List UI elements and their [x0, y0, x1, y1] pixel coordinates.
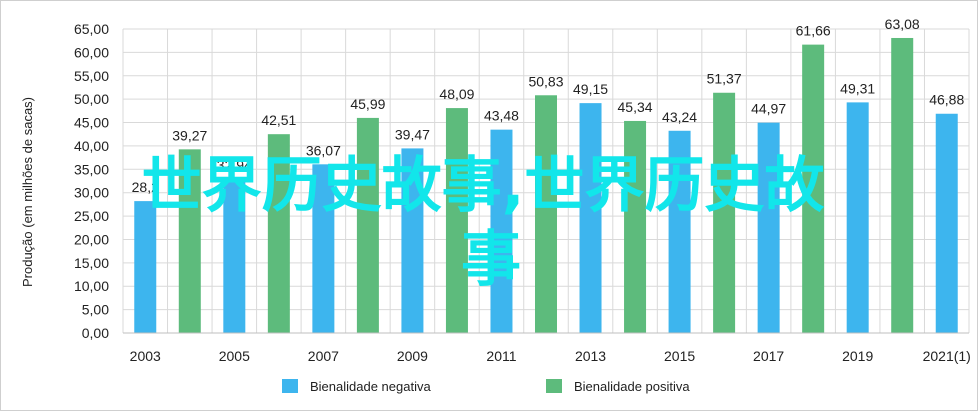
y-tick-label: 45,00 — [74, 115, 109, 131]
data-label: 46,88 — [929, 92, 964, 108]
bar — [935, 113, 958, 333]
legend-label: Bienalidade positiva — [574, 379, 690, 394]
data-label: 49,31 — [840, 80, 875, 96]
bar — [445, 108, 468, 334]
bar — [802, 44, 825, 334]
watermark-line-1: 世界历史故事,世界历史故 — [142, 151, 825, 221]
bar — [223, 178, 246, 333]
bar — [356, 117, 379, 333]
y-tick-label: 60,00 — [74, 44, 109, 60]
bar — [891, 37, 914, 334]
bar — [757, 122, 780, 333]
y-tick-label: 0,00 — [82, 325, 109, 341]
x-tick-label: 2011 — [486, 348, 516, 364]
data-label: 42,51 — [261, 112, 296, 128]
x-tick-label: 2021(1) — [923, 348, 971, 364]
x-tick-label: 2019 — [842, 348, 873, 364]
x-tick-label: 2003 — [130, 348, 161, 364]
data-label: 28,2 — [132, 179, 159, 195]
y-axis-title: Produção (em milhões de sacas) — [20, 97, 35, 287]
bar — [134, 201, 157, 333]
bar — [713, 92, 736, 333]
data-label: 44,97 — [751, 101, 786, 117]
bars: 28,2 32,94 36,07 39,47 43,48 49,15 43,24 44,97 4… — [132, 16, 964, 334]
data-label: 50,83 — [528, 73, 563, 89]
y-tick-label: 20,00 — [74, 231, 109, 247]
x-tick-label: 2005 — [219, 348, 250, 364]
data-label: 49,15 — [573, 81, 608, 97]
bar — [624, 120, 647, 334]
bar — [846, 102, 869, 333]
y-tick-label: 30,00 — [74, 185, 109, 201]
bar — [535, 95, 557, 333]
legend-swatch — [282, 379, 298, 393]
legend: Bienalidade negativa Bienalidade positiva — [282, 379, 690, 394]
y-tick-label: 35,00 — [74, 161, 109, 177]
x-tick-label: 2013 — [575, 348, 606, 364]
y-tick-label: 15,00 — [74, 255, 109, 271]
bar — [490, 129, 513, 333]
bar — [178, 149, 201, 333]
data-label: 43,24 — [662, 109, 697, 125]
bar — [312, 164, 335, 333]
data-label: 43,48 — [484, 108, 519, 124]
grid-lines — [122, 28, 970, 334]
y-tick-label: 10,00 — [74, 278, 109, 294]
data-label: 51,37 — [707, 71, 742, 87]
data-label: 39,27 — [172, 127, 207, 143]
watermark: 世界历史故事,世界历史故 事 — [142, 151, 825, 295]
y-tick-label: 65,00 — [74, 21, 109, 37]
data-label: 39,47 — [395, 126, 430, 142]
x-tick-label: 2007 — [308, 348, 339, 364]
bar — [668, 130, 691, 333]
legend-label: Bienalidade negativa — [310, 379, 431, 394]
data-label: 63,08 — [885, 16, 920, 32]
x-tick-label: 2009 — [397, 348, 428, 364]
bar — [579, 103, 602, 333]
watermark-line-2: 事 — [461, 225, 521, 295]
y-tick-label: 5,00 — [82, 302, 109, 318]
x-tick-label: 2015 — [664, 348, 695, 364]
y-tick-label: 55,00 — [74, 68, 109, 84]
bar — [401, 148, 424, 333]
data-label: 61,66 — [796, 23, 831, 39]
bar — [267, 134, 290, 333]
data-label: 32,94 — [217, 157, 252, 173]
x-tick-label: 2017 — [753, 348, 784, 364]
data-label: 45,99 — [350, 96, 385, 112]
y-tick-label: 50,00 — [74, 91, 109, 107]
y-tick-label: 40,00 — [74, 138, 109, 154]
data-label: 36,07 — [306, 142, 341, 158]
y-axis: 0,00 5,00 10,00 15,00 20,00 25,00 30,00 35,00 40… — [74, 21, 109, 341]
legend-swatch — [546, 379, 562, 393]
data-label: 48,09 — [439, 86, 474, 102]
y-tick-label: 25,00 — [74, 208, 109, 224]
data-label: 45,34 — [618, 99, 653, 115]
x-axis: 2003 2005 2007 2009 2011 2013 2015 2017 2019 2021… — [123, 332, 971, 364]
